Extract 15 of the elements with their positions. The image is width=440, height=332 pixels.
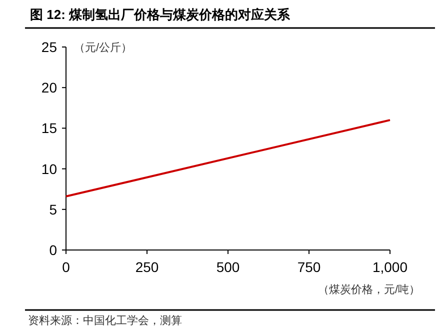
chart-title: 图 12: 煤制氢出厂价格与煤炭价格的对应关系 <box>30 7 292 22</box>
x-tick-label: 0 <box>62 259 70 275</box>
y-tick-label: 0 <box>49 242 58 258</box>
x-tick-label: 500 <box>216 259 240 275</box>
x-tick-label: 1,000 <box>372 259 408 275</box>
y-tick-label: 5 <box>49 201 58 218</box>
y-tick-label: 25 <box>41 39 58 55</box>
y-axis-title: （元/公斤） <box>74 41 132 54</box>
x-tick-label: 750 <box>297 259 321 275</box>
y-tick-label: 15 <box>41 120 58 136</box>
text: 资料来源：中国化工学会，测算 <box>28 314 182 327</box>
x-axis-title: （煤炭价格，元/吨） <box>318 283 420 296</box>
y-tick-label: 10 <box>41 160 58 177</box>
y-tick-label: 20 <box>41 80 58 96</box>
x-tick-label: 250 <box>135 259 159 275</box>
